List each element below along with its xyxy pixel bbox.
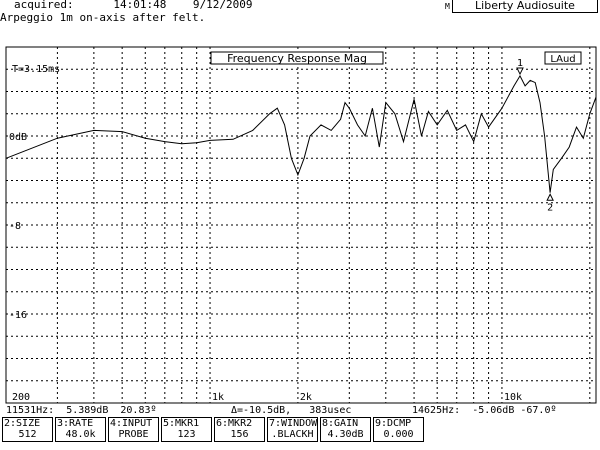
frequency-response-plot[interactable]: 0dB-8-16 200 1k 2k 10k 12 Frequency Respons… bbox=[0, 0, 600, 405]
softkey-input[interactable]: 4:INPUT PROBE bbox=[108, 417, 159, 442]
x-tick-label: 1k bbox=[212, 392, 224, 403]
softkey-value: 0.000 bbox=[383, 429, 414, 440]
softkey-value: 512 bbox=[18, 429, 37, 440]
softkey-rate[interactable]: 3:RATE 48.0k bbox=[55, 417, 106, 442]
softkey-window[interactable]: 7:WINDOW .BLACKH bbox=[267, 417, 318, 442]
softkey-label: 6:MKR2 bbox=[216, 418, 253, 429]
delta-readout: Δ=-10.5dB, 383usec bbox=[231, 405, 352, 416]
header-flag: M bbox=[445, 2, 450, 11]
softkey-label: 8:GAIN bbox=[322, 418, 359, 429]
time-window-label: T=3.15ms bbox=[12, 64, 60, 75]
plot-grid bbox=[6, 47, 596, 403]
mkr2-readout: 14625Hz: -5.06dB -67.0º bbox=[412, 405, 557, 416]
marker-1-label: 1 bbox=[517, 58, 523, 69]
acquired-time: 14:01:48 bbox=[113, 0, 167, 11]
softkey-gain[interactable]: 8:GAIN 4.30dB bbox=[320, 417, 371, 442]
y-tick-label: -8 bbox=[9, 221, 21, 232]
y-tick-label: 0dB bbox=[9, 132, 27, 143]
laud-badge: LAud bbox=[550, 54, 575, 65]
app-name-box: Liberty Audiosuite bbox=[452, 0, 598, 13]
softkey-value: PROBE bbox=[118, 429, 149, 440]
softkey-value: 123 bbox=[177, 429, 196, 440]
response-trace bbox=[5, 74, 597, 193]
softkey-label: 3:RATE bbox=[57, 418, 94, 429]
softkey-mkr1[interactable]: 5:MKR1 123 bbox=[161, 417, 212, 442]
measurement-subtitle: Arpeggio 1m on-axis after felt. bbox=[0, 11, 206, 24]
acquired-date: 9/12/2009 bbox=[192, 0, 253, 11]
softkey-label: 9:DCMP bbox=[375, 418, 412, 429]
acquired-label: acquired: bbox=[14, 0, 74, 11]
softkey-label: 7:WINDOW bbox=[269, 418, 318, 429]
x-tick-label: 2k bbox=[300, 392, 312, 403]
mkr1-readout: 11531Hz: 5.389dB 20.83º bbox=[6, 405, 157, 416]
plot-title: Frequency Response Mag bbox=[227, 52, 367, 65]
markers[interactable]: 12 bbox=[516, 58, 554, 213]
softkey-mkr2[interactable]: 6:MKR2 156 bbox=[214, 417, 265, 442]
x-tick-label: 200 bbox=[12, 392, 30, 403]
softkey-value: 4.30dB bbox=[327, 429, 364, 440]
softkey-label: 4:INPUT bbox=[110, 418, 153, 429]
softkey-size[interactable]: 2:SIZE 512 bbox=[2, 417, 53, 442]
x-axis-labels: 200 1k 2k 10k bbox=[12, 392, 522, 403]
softkey-value: .BLACKH bbox=[271, 429, 314, 440]
softkey-dcmp[interactable]: 9:DCMP 0.000 bbox=[373, 417, 424, 442]
plot-title-box bbox=[210, 51, 384, 65]
marker-readout: 11531Hz: 5.389dB 20.83º Δ=-10.5dB, 383us… bbox=[6, 405, 557, 449]
softkey-label: 5:MKR1 bbox=[163, 418, 200, 429]
marker-2-icon bbox=[546, 193, 554, 201]
plot-frame bbox=[5, 46, 597, 404]
acquired-line: acquired: 14:01:48 9/12/2009 bbox=[14, 0, 252, 11]
softkey-label: 2:SIZE bbox=[4, 418, 41, 429]
softkey-value: 48.0k bbox=[65, 429, 96, 440]
laud-badge-box bbox=[544, 51, 582, 65]
marker-1-icon bbox=[516, 67, 524, 76]
softkey-bar: 2:SIZE 512 3:RATE 48.0k 4:INPUT PROBE 5:MKR1 12… bbox=[2, 417, 598, 442]
softkey-value: 156 bbox=[230, 429, 249, 440]
x-tick-label: 10k bbox=[504, 392, 522, 403]
y-axis-labels: 0dB -8 -16 bbox=[9, 132, 27, 321]
y-tick-label: -16 bbox=[9, 310, 27, 321]
marker-2-label: 2 bbox=[547, 202, 553, 213]
